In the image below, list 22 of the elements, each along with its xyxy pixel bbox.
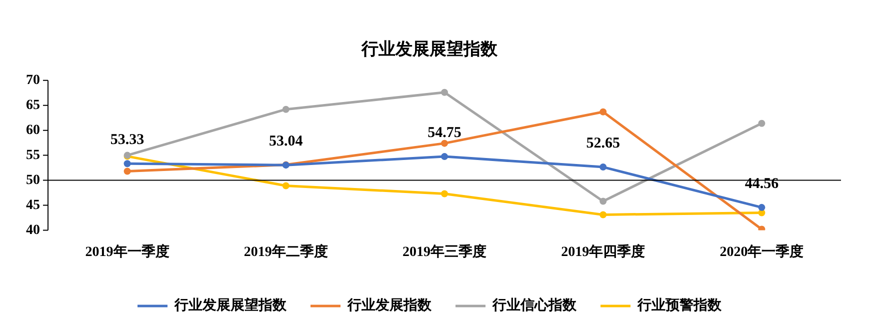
y-tick-label: 65 [26, 98, 40, 113]
data-label: 52.65 [586, 135, 620, 152]
x-tick-label: 2019年三季度 [402, 243, 486, 260]
data-label: 54.75 [428, 124, 462, 141]
data-label: 53.33 [110, 132, 144, 148]
x-tick-label: 2020年一季度 [720, 243, 804, 260]
y-tick-label: 40 [26, 222, 40, 238]
y-tick-label: 70 [26, 73, 40, 88]
legend-label: 行业信心指数 [492, 296, 578, 314]
x-tick-label: 2019年四季度 [561, 243, 646, 260]
y-tick-label: 60 [26, 122, 40, 138]
data-label: 53.04 [269, 133, 304, 150]
legend-label: 行业发展展望指数 [174, 296, 288, 314]
legend-label: 行业发展指数 [346, 298, 432, 314]
y-tick-label: 50 [26, 172, 40, 188]
x-tick-label: 2019年一季度 [85, 243, 170, 260]
legend-label: 行业预警指数 [636, 298, 722, 314]
y-tick-label: 45 [26, 198, 40, 213]
x-tick-label: 2019年二季度 [244, 243, 328, 260]
data-label: 44.56 [744, 176, 780, 192]
y-tick-label: 55 [26, 148, 40, 163]
chart-title: 行业发展展望指数 [360, 40, 498, 59]
